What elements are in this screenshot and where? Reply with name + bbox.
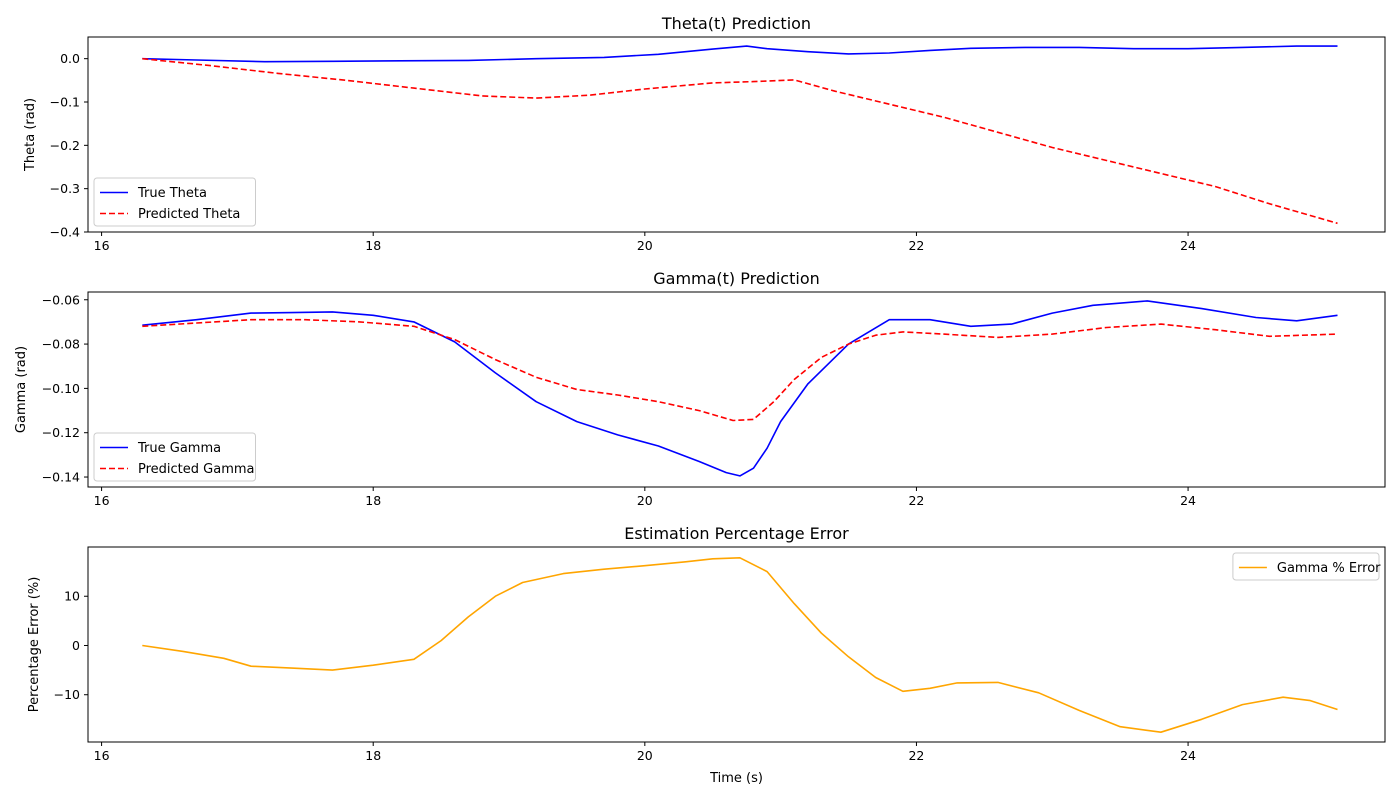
subplot-gamma: Gamma(t) Prediction Gamma (rad) 16 18 20 22… <box>14 269 1386 508</box>
y-tick-label: −0.08 <box>42 337 80 352</box>
legend: True Gamma Predicted Gamma <box>93 432 256 482</box>
y-tick-label: −0.4 <box>50 225 80 240</box>
series-layer <box>142 300 1338 477</box>
y-tick-label: 0 <box>72 638 80 653</box>
plot-frame <box>87 36 1386 233</box>
x-tick-label: 16 <box>94 238 110 253</box>
plot-frame <box>87 291 1386 488</box>
x-tick-label: 16 <box>94 748 110 763</box>
y-tick-label: −0.2 <box>50 138 80 153</box>
y-axis-label: Theta (rad) <box>23 98 38 172</box>
legend: Gamma % Error <box>1232 552 1381 581</box>
subplot-theta: Theta(t) Prediction Theta (rad) 16 18 20 22… <box>23 14 1386 253</box>
y-tick-label: −0.3 <box>50 181 80 196</box>
ticks-layer: 16 18 20 22 24 −0.14 −0.12 −0.10 −0.08 −0.06 <box>42 292 1196 508</box>
x-tick-label: 22 <box>908 748 924 763</box>
series-line-1 <box>142 57 1338 225</box>
y-tick-label: −0.06 <box>42 292 80 307</box>
subplot-title: Theta(t) Prediction <box>661 14 811 33</box>
series-line-1 <box>142 318 1338 422</box>
subplot-error: Estimation Percentage Error Percentage E… <box>27 524 1386 786</box>
y-axis-label: Percentage Error (%) <box>27 577 42 713</box>
x-tick-label: 24 <box>1180 238 1196 253</box>
y-tick-label: −0.1 <box>50 95 80 110</box>
x-tick-label: 20 <box>637 493 653 508</box>
y-tick-label: −10 <box>54 687 80 702</box>
x-tick-label: 18 <box>365 748 381 763</box>
series-line-0 <box>142 300 1338 477</box>
y-tick-label: 10 <box>64 589 80 604</box>
legend-label: Predicted Theta <box>138 207 240 222</box>
x-tick-label: 18 <box>365 238 381 253</box>
series-layer <box>142 556 1338 734</box>
legend-label: Gamma % Error <box>1277 561 1381 576</box>
y-tick-label: 0.0 <box>60 51 80 66</box>
x-tick-label: 20 <box>637 748 653 763</box>
x-tick-label: 16 <box>94 493 110 508</box>
y-axis-label: Gamma (rad) <box>14 346 29 433</box>
subplot-title: Estimation Percentage Error <box>624 524 849 543</box>
ticks-layer: 16 18 20 22 24 −0.4 −0.3 −0.2 −0.1 0.0 <box>50 51 1196 253</box>
y-tick-label: −0.10 <box>42 381 80 396</box>
legend-label: Predicted Gamma <box>138 462 255 477</box>
series-layer <box>142 45 1338 225</box>
legend-label: True Gamma <box>137 441 221 456</box>
series-line-0 <box>142 45 1338 63</box>
x-tick-label: 24 <box>1180 748 1196 763</box>
x-tick-label: 20 <box>637 238 653 253</box>
subplot-title: Gamma(t) Prediction <box>653 269 820 288</box>
legend-frame <box>93 432 256 482</box>
series-line-0 <box>142 556 1338 734</box>
x-tick-label: 22 <box>908 493 924 508</box>
y-tick-label: −0.14 <box>42 470 80 485</box>
y-tick-label: −0.12 <box>42 425 80 440</box>
x-tick-label: 18 <box>365 493 381 508</box>
legend-label: True Theta <box>137 186 207 201</box>
legend-frame <box>1232 552 1380 581</box>
ticks-layer: 16 18 20 22 24 −10 0 10 <box>54 589 1196 763</box>
plot-frame <box>87 546 1386 743</box>
legend-frame <box>93 177 256 227</box>
legend: True Theta Predicted Theta <box>93 177 256 227</box>
x-axis-label: Time (s) <box>709 771 763 786</box>
x-tick-label: 22 <box>908 238 924 253</box>
x-tick-label: 24 <box>1180 493 1196 508</box>
